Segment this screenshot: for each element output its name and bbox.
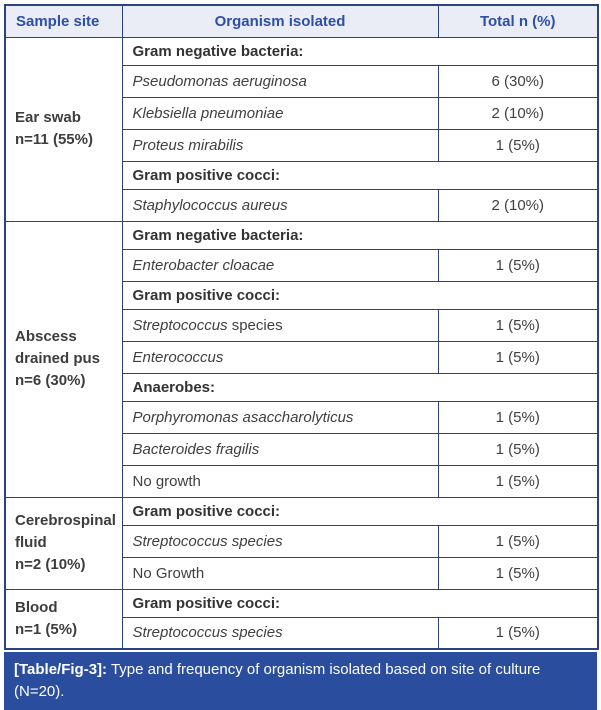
sample-site-cell: Abscess drained pus n=6 (30%): [4, 220, 123, 498]
total-cell: 1 (5%): [437, 128, 599, 162]
table-row: Klebsiella pneumoniae 2 (10%): [5, 96, 599, 130]
sample-site-cell: Ear swab n=11 (55%): [4, 36, 123, 222]
total-cell: 1 (5%): [437, 616, 599, 650]
total-cell: 1 (5%): [437, 340, 599, 374]
organism-table: Sample site Organism isolated Total n (%…: [4, 4, 599, 650]
sample-site-cell: Blood n=1 (5%): [4, 588, 123, 650]
organism-cell: Streptococcus species: [121, 524, 439, 558]
organism-group-label-cell: Gram negative bacteria:: [121, 220, 599, 250]
organism-cell: No growth: [121, 464, 439, 498]
table-row: Blood n=1 (5%) Gram positive cocci:: [4, 588, 599, 650]
total-cell: 1 (5%): [437, 464, 599, 498]
sample-site-cell: Cerebrospinal fluid n=2 (10%): [4, 496, 123, 590]
table-row: Proteus mirabilis 1 (5%): [5, 128, 599, 162]
organism-cell: Streptococcus species: [121, 308, 439, 342]
table-body: Ear swab n=11 (55%) Gram negative bacteria…: [4, 36, 599, 650]
organism-group-label-cell: Gram positive cocci:: [121, 496, 599, 526]
total-cell: 1 (5%): [437, 308, 599, 342]
table-row: Abscess drained pus n=6 (30%) Gram negative…: [4, 220, 599, 498]
col-header-organism-isolated: Organism isolated: [121, 4, 439, 38]
table-row: Pseudomonas aeruginosa 6 (30%): [5, 64, 599, 98]
total-cell: 1 (5%): [437, 556, 599, 590]
organism-cell: Enterococcus: [121, 340, 439, 374]
organism-group-label-cell: Gram negative bacteria:: [121, 36, 599, 66]
total-cell: 1 (5%): [437, 400, 599, 434]
organism-cell: Klebsiella pneumoniae: [121, 96, 439, 130]
organism-cell: Streptococcus species: [121, 616, 439, 650]
table-row: Gram positive cocci:: [5, 280, 599, 310]
table-row: Streptococcus species 1 (5%): [5, 616, 599, 650]
table-row: Enterobacter cloacae 1 (5%): [5, 248, 599, 282]
table-header: Sample site Organism isolated Total n (%…: [4, 4, 599, 38]
total-cell: 1 (5%): [437, 248, 599, 282]
total-cell: 2 (10%): [437, 96, 599, 130]
table-row: Cerebrospinal fluid n=2 (10%) Gram positive…: [4, 496, 599, 590]
total-cell: 1 (5%): [437, 524, 599, 558]
col-header-total: Total n (%): [437, 4, 599, 38]
col-header-sample-site: Sample site: [4, 4, 123, 38]
organism-group-label-cell: Gram positive cocci:: [121, 588, 599, 618]
table-row: Anaerobes:: [5, 372, 599, 402]
organism-cell: Porphyromonas asaccharolyticus: [121, 400, 439, 434]
organism-group-label-cell: Anaerobes:: [121, 372, 599, 402]
organism-cell: Proteus mirabilis: [121, 128, 439, 162]
organism-group-label-cell: Gram positive cocci:: [121, 160, 599, 190]
organism-cell: Enterobacter cloacae: [121, 248, 439, 282]
table-row: Staphylococcus aureus 2 (10%): [5, 188, 599, 222]
organism-cell: Pseudomonas aeruginosa: [121, 64, 439, 98]
total-cell: 2 (10%): [437, 188, 599, 222]
table-row: Streptococcus species 1 (5%): [5, 524, 599, 558]
table-row: Ear swab n=11 (55%) Gram negative bacteria…: [4, 36, 599, 222]
table-row: Streptococcus species 1 (5%): [5, 308, 599, 342]
organism-cell: Bacteroides fragilis: [121, 432, 439, 466]
figure-caption-tag: [Table/Fig-3]:: [14, 661, 108, 678]
figure-caption: [Table/Fig-3]: Type and frequency of org…: [4, 652, 597, 710]
header-row: Sample site Organism isolated Total n (%…: [4, 4, 599, 38]
organism-cell: No Growth: [121, 556, 439, 590]
organism-group-label-cell: Gram positive cocci:: [121, 280, 599, 310]
total-cell: 6 (30%): [437, 64, 599, 98]
figure-caption-text: Type and frequency of organism isolated …: [14, 661, 541, 700]
total-cell: 1 (5%): [437, 432, 599, 466]
organism-cell: Staphylococcus aureus: [121, 188, 439, 222]
table-row: Gram positive cocci:: [5, 160, 599, 190]
table-row: Bacteroides fragilis 1 (5%): [5, 432, 599, 466]
table-row: No growth 1 (5%): [5, 464, 599, 498]
table-row: Enterococcus 1 (5%): [5, 340, 599, 374]
